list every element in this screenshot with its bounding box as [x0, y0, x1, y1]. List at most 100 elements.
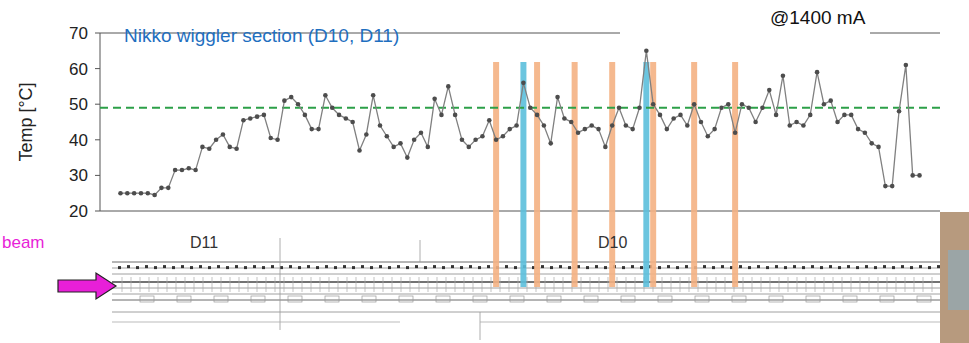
lattice-box — [917, 296, 931, 302]
lattice-line — [420, 240, 421, 262]
section-band — [572, 62, 578, 287]
lattice-tick — [212, 277, 213, 292]
lattice-tick — [626, 277, 627, 292]
data-point — [699, 120, 704, 125]
lattice-element — [658, 266, 661, 269]
lattice-tick — [167, 277, 168, 292]
lattice-tick — [122, 277, 123, 292]
data-point — [255, 114, 260, 119]
frame-top — [870, 33, 940, 34]
lattice-element — [199, 265, 202, 268]
lattice-line — [112, 274, 945, 275]
y-axis — [100, 33, 101, 211]
data-point — [856, 127, 861, 132]
lattice-tick — [824, 277, 825, 292]
lattice-line — [480, 322, 940, 323]
data-point — [569, 120, 574, 125]
lattice-box — [843, 296, 857, 302]
lattice-tick — [635, 277, 636, 292]
data-point — [521, 81, 526, 86]
lattice-element — [865, 265, 868, 268]
lattice-tick — [860, 277, 861, 292]
lattice-element — [739, 265, 742, 268]
y-tick-label: 30 — [69, 166, 88, 185]
y-tick-label: 40 — [69, 131, 88, 150]
lattice-drawing — [112, 238, 945, 340]
lattice-box — [325, 296, 339, 302]
lattice-box — [880, 296, 894, 302]
data-point — [760, 105, 765, 110]
lattice-line — [112, 262, 945, 263]
data-point — [193, 168, 198, 173]
data-point — [733, 130, 738, 135]
y-tick — [95, 104, 100, 105]
beam-arrow — [58, 273, 116, 299]
data-point — [371, 93, 376, 98]
y-tick — [95, 139, 100, 140]
lattice-element — [910, 266, 913, 269]
data-point — [132, 191, 137, 196]
lattice-element — [631, 265, 634, 268]
lattice-element — [253, 265, 256, 268]
data-point — [658, 113, 663, 118]
data-point — [644, 49, 649, 54]
lattice-tick — [185, 277, 186, 292]
data-point — [514, 123, 519, 128]
annotation-bg — [764, 4, 939, 31]
lattice-element — [343, 265, 346, 268]
lattice-tick — [410, 277, 411, 292]
annotation: D11 — [190, 234, 218, 251]
photo-fragment — [940, 212, 969, 343]
lattice-box — [806, 296, 820, 302]
data-point — [910, 173, 915, 178]
lattice-tick — [914, 277, 915, 292]
data-point — [186, 166, 191, 171]
lattice-element — [811, 265, 814, 268]
lattice-tick — [707, 277, 708, 292]
data-point — [904, 63, 909, 68]
data-point — [385, 134, 390, 139]
data-point — [214, 138, 219, 143]
lattice-element — [136, 266, 139, 269]
lattice-element — [397, 265, 400, 268]
lattice-element — [712, 266, 715, 269]
lattice-tick — [482, 277, 483, 292]
data-point — [248, 116, 253, 121]
lattice-element — [208, 266, 211, 269]
data-point — [446, 84, 451, 89]
lattice-box — [695, 296, 709, 302]
lattice-element — [793, 265, 796, 268]
lattice-tick — [239, 277, 240, 292]
data-point — [917, 173, 922, 178]
data-point — [781, 73, 786, 78]
data-point — [357, 148, 362, 153]
data-point — [125, 191, 130, 196]
data-point — [555, 95, 560, 100]
lattice-element — [703, 265, 706, 268]
lattice-element — [262, 266, 265, 269]
lattice-tick — [923, 277, 924, 292]
data-point — [808, 113, 813, 118]
lattice-line — [280, 238, 281, 330]
lattice-tick — [887, 277, 888, 292]
lattice-element — [370, 266, 373, 269]
lattice-tick — [401, 277, 402, 292]
lattice-tick — [725, 277, 726, 292]
photo-fragment — [948, 250, 969, 310]
data-point — [494, 138, 499, 143]
section-band — [691, 62, 697, 287]
data-point — [719, 105, 724, 110]
data-point — [548, 141, 553, 146]
section-band — [643, 62, 649, 287]
data-point — [405, 155, 410, 160]
y-tick — [95, 68, 100, 69]
section-band — [493, 62, 499, 287]
lattice-tick — [581, 277, 582, 292]
data-point — [282, 98, 287, 103]
lattice-tick — [509, 277, 510, 292]
data-point — [740, 102, 745, 107]
lattice-tick — [257, 277, 258, 292]
lattice-tick — [617, 277, 618, 292]
data-point — [685, 123, 690, 128]
data-point — [801, 123, 806, 128]
